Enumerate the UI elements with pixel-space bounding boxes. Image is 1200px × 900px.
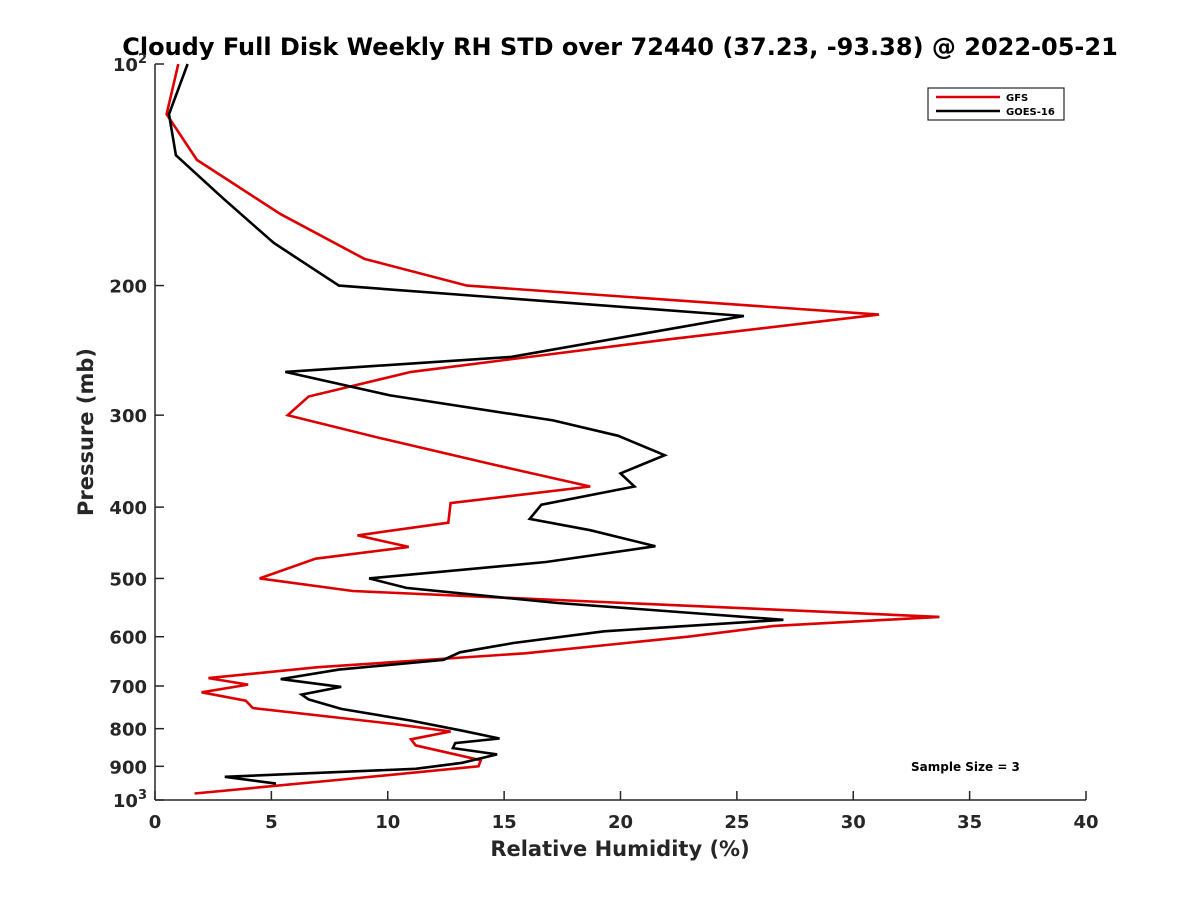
y-tick-label-100: 102	[113, 52, 147, 76]
x-tick-label-0: 0	[149, 812, 162, 833]
x-tick-label-40: 40	[1073, 812, 1098, 833]
y-tick-label-900: 900	[109, 757, 147, 778]
x-axis-ticks: 0 5 10 15 20 25 30 35 40	[149, 791, 1099, 833]
y-tick-label-700: 700	[109, 677, 147, 698]
x-tick-label-15: 15	[492, 812, 517, 833]
sample-size-annotation: Sample Size = 3	[911, 760, 1020, 774]
y-tick-label-500: 500	[109, 569, 147, 590]
x-tick-label-20: 20	[608, 812, 633, 833]
legend-label-gfs: GFS	[1006, 93, 1028, 104]
legend: GFS GOES-16	[927, 87, 1065, 121]
x-tick-label-10: 10	[375, 812, 400, 833]
y-tick-label-800: 800	[109, 720, 147, 741]
x-axis-label: Relative Humidity (%)	[490, 837, 749, 861]
legend-label-goes-16: GOES-16	[1006, 107, 1055, 118]
y-axis-ticks: 102 200 300 400 500 600 700 800 900 103	[109, 52, 164, 812]
y-tick-label-600: 600	[109, 628, 147, 649]
chart-title: Cloudy Full Disk Weekly RH STD over 7244…	[122, 33, 1118, 61]
y-tick-label-400: 400	[109, 498, 147, 519]
series-line-gfs	[165, 63, 940, 795]
x-tick-label-5: 5	[265, 812, 278, 833]
y-tick-label-300: 300	[109, 406, 147, 427]
y-tick-label-200: 200	[109, 277, 147, 298]
x-tick-label-25: 25	[724, 812, 749, 833]
legend-box	[927, 87, 1065, 121]
y-tick-label-1000: 103	[113, 788, 147, 812]
x-tick-label-35: 35	[957, 812, 982, 833]
x-tick-label-30: 30	[841, 812, 866, 833]
y-axis-label: Pressure (mb)	[74, 348, 98, 516]
series-line-goes-16	[167, 63, 784, 785]
data-series	[165, 63, 940, 795]
